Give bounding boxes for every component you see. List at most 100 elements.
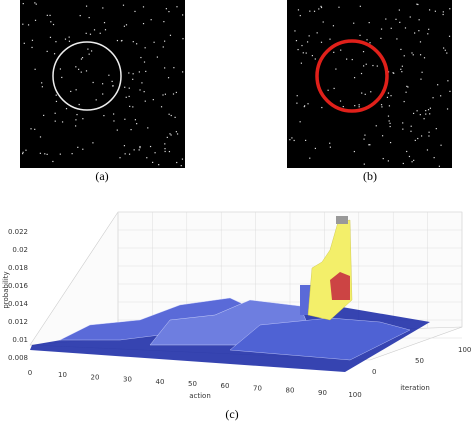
dot — [416, 3, 418, 5]
dot — [170, 114, 172, 117]
dot — [444, 49, 446, 51]
dot — [332, 25, 335, 27]
dot — [153, 41, 155, 43]
dot — [82, 148, 84, 150]
dot — [442, 13, 444, 16]
x-tick-label: 50 — [188, 380, 197, 388]
dot — [446, 52, 448, 54]
dot — [358, 104, 360, 106]
dot — [46, 14, 48, 16]
dot — [427, 109, 430, 111]
dot — [342, 105, 344, 108]
dot — [23, 42, 25, 44]
z-tick-label: 0.01 — [12, 336, 28, 344]
dot — [366, 39, 368, 41]
dot — [164, 143, 166, 145]
dot — [156, 56, 158, 58]
dot — [85, 5, 88, 7]
dot — [22, 153, 24, 155]
dot — [427, 33, 429, 35]
dot — [320, 6, 323, 9]
dot — [387, 115, 390, 117]
dot — [410, 130, 412, 132]
dot — [75, 66, 77, 68]
dot — [78, 68, 80, 70]
dot — [340, 49, 342, 51]
dot — [419, 41, 422, 43]
dot — [164, 67, 166, 69]
dot — [416, 110, 418, 112]
dot — [124, 153, 126, 155]
x-tick-label: 80 — [286, 387, 295, 395]
dot — [34, 2, 36, 4]
dot — [128, 87, 130, 89]
dot — [49, 36, 52, 38]
dot — [130, 128, 132, 131]
dot — [182, 14, 184, 16]
dot — [440, 95, 442, 97]
dot — [311, 54, 313, 57]
dot — [31, 46, 33, 49]
dot — [449, 8, 451, 10]
dot — [145, 70, 147, 73]
dot — [99, 32, 101, 34]
dot — [398, 9, 400, 11]
dot — [412, 54, 414, 56]
dot — [294, 30, 296, 32]
dot — [364, 134, 366, 136]
dot — [329, 146, 331, 148]
dot — [95, 99, 97, 101]
x-tick-label: 100 — [348, 391, 361, 399]
dot — [78, 103, 80, 106]
dot — [54, 120, 56, 122]
dot — [405, 91, 407, 93]
dot — [132, 78, 134, 80]
dot — [124, 86, 126, 88]
dot — [396, 38, 398, 40]
dot — [119, 157, 121, 159]
dot — [289, 139, 291, 141]
dot — [82, 118, 84, 120]
dot — [403, 55, 405, 57]
dot — [438, 165, 440, 167]
dot — [93, 29, 96, 31]
dot — [388, 120, 390, 122]
dot — [293, 139, 295, 142]
dot — [354, 105, 356, 107]
dot — [359, 34, 361, 36]
dot — [353, 77, 356, 79]
dot — [138, 71, 140, 73]
dot — [104, 29, 107, 31]
caption: (a) — [95, 169, 108, 183]
dot — [46, 50, 48, 53]
dot — [168, 11, 170, 13]
dot — [162, 94, 164, 96]
dot — [339, 100, 342, 102]
dot — [392, 72, 394, 74]
dot — [411, 161, 413, 163]
dot — [291, 137, 293, 139]
dot — [338, 6, 340, 8]
dot — [380, 104, 383, 106]
dot — [404, 27, 407, 29]
dot — [80, 58, 83, 60]
dot — [77, 146, 79, 148]
dot — [380, 37, 382, 40]
dot — [113, 120, 115, 122]
dot — [369, 42, 371, 44]
y-tick-label: 50 — [415, 357, 424, 365]
dot — [381, 106, 383, 108]
dot — [90, 50, 93, 52]
dot — [182, 38, 184, 40]
dot — [423, 118, 425, 120]
dot — [296, 95, 298, 97]
z-tick-label: 0.022 — [8, 228, 28, 236]
dot — [426, 149, 429, 151]
dot — [162, 46, 164, 48]
dot — [70, 90, 72, 93]
dot — [139, 147, 141, 149]
dot — [307, 103, 309, 105]
dot — [65, 108, 68, 110]
dot — [138, 149, 140, 151]
